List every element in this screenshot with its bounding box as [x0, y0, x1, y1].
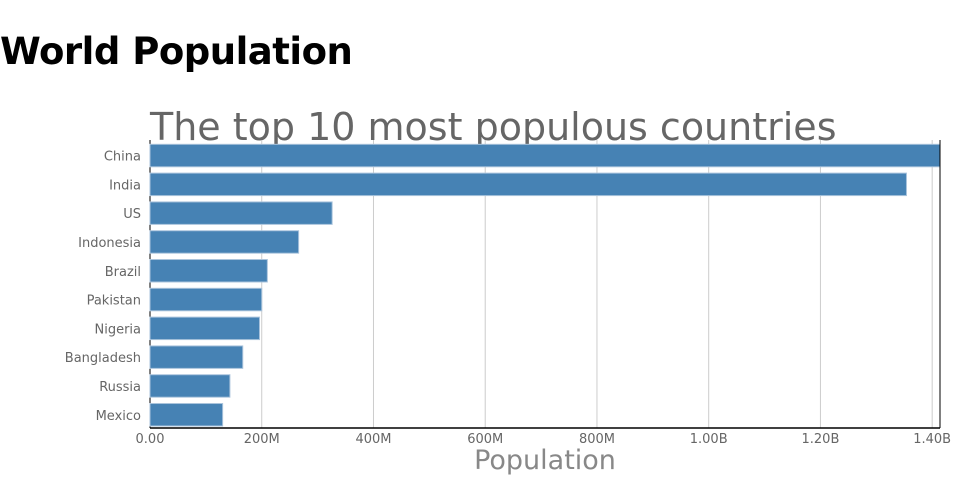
- bar-us[interactable]: [149, 201, 333, 225]
- bar-mexico[interactable]: [149, 403, 224, 427]
- x-tick-label: 600M: [467, 432, 503, 447]
- bar-brazil[interactable]: [149, 259, 268, 283]
- y-tick-label: Pakistan: [87, 294, 141, 309]
- page-title: World Population: [0, 30, 353, 73]
- y-tick-label: US: [123, 207, 141, 222]
- y-tick-label: Indonesia: [78, 236, 141, 251]
- chart-title: The top 10 most populous countries: [149, 105, 837, 149]
- bar-indonesia[interactable]: [149, 230, 300, 254]
- bar-bangladesh[interactable]: [149, 345, 244, 369]
- x-tick-label: 1.20B: [802, 432, 840, 447]
- x-axis-label: Population: [474, 445, 616, 476]
- x-tick-label: 1.00B: [690, 432, 728, 447]
- bar-nigeria[interactable]: [149, 316, 261, 341]
- y-tick-label: Mexico: [96, 409, 141, 424]
- y-tick-label: Brazil: [105, 265, 141, 280]
- y-tick-label: Russia: [99, 380, 141, 395]
- y-tick-label: Nigeria: [94, 322, 141, 337]
- bar-china[interactable]: [149, 143, 941, 168]
- bar-pakistan[interactable]: [149, 287, 263, 312]
- x-tick-label: 200M: [244, 432, 280, 447]
- bar-india[interactable]: [149, 172, 907, 197]
- x-tick-label: 0.00: [136, 432, 165, 447]
- x-tick-label: 800M: [579, 432, 615, 447]
- y-tick-label: China: [104, 150, 141, 165]
- y-tick-label: Bangladesh: [65, 351, 141, 366]
- bar-russia[interactable]: [149, 374, 231, 398]
- x-tick-label: 400M: [355, 432, 391, 447]
- x-tick-label: 1.40B: [913, 432, 951, 447]
- y-tick-label: India: [109, 178, 141, 193]
